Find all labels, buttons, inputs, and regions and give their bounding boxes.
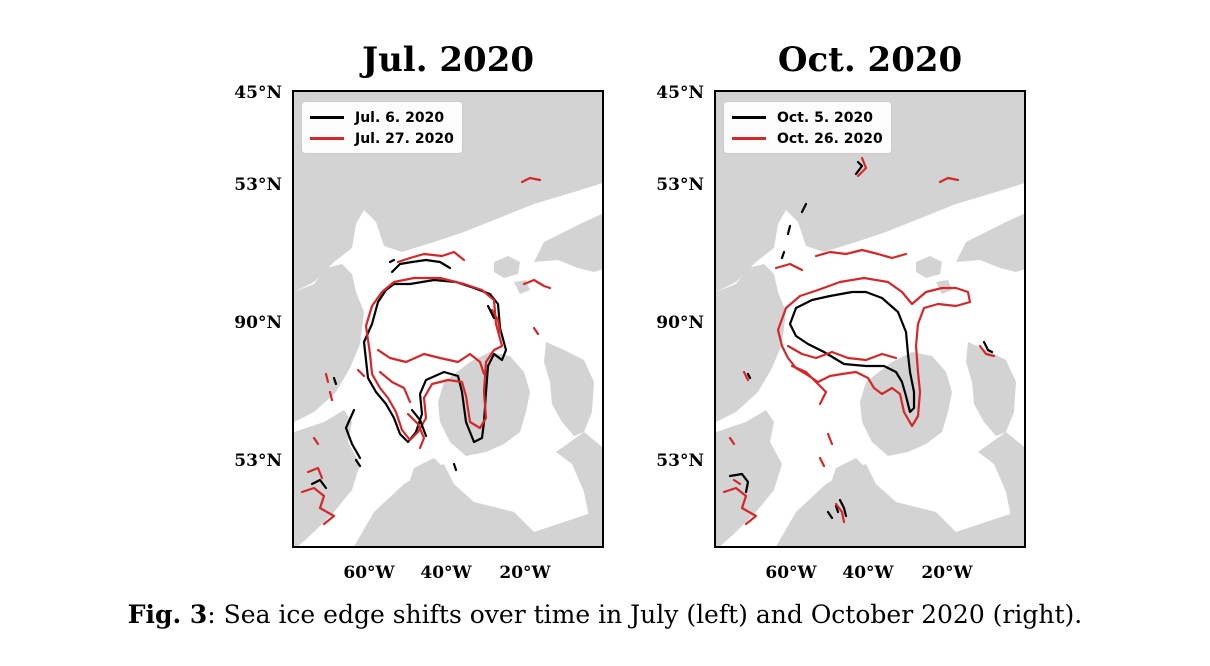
legend-item: Oct. 26. 2020 <box>732 128 883 149</box>
legend-label: Oct. 5. 2020 <box>777 109 873 126</box>
caption-text: : Sea ice edge shifts over time in July … <box>207 600 1083 629</box>
legend-swatch-early <box>310 116 344 119</box>
figure-label: Fig. 3 <box>127 600 208 629</box>
panel-title: Oct. 2020 <box>777 40 963 80</box>
legend-swatch-late <box>732 137 766 140</box>
legend-item: Jul. 27. 2020 <box>310 128 454 149</box>
land-mass <box>716 92 1024 546</box>
ice-edge-late <box>776 276 972 428</box>
lon-label: 60°W <box>343 563 395 583</box>
lon-label: 40°W <box>420 563 472 583</box>
lat-label: 53°N <box>234 451 282 471</box>
panel-october: Oct. 2020 45°N 53°N 90°N 53°N <box>422 0 1026 600</box>
legend-label: Oct. 26. 2020 <box>777 130 883 147</box>
ice-edge-late <box>364 276 504 442</box>
lon-label: 40°W <box>842 563 894 583</box>
lat-label: 53°N <box>234 175 282 195</box>
ice-edge-early <box>788 290 916 414</box>
lat-label: 45°N <box>656 83 704 103</box>
lon-label: 20°W <box>499 563 551 583</box>
legend-label: Jul. 27. 2020 <box>355 130 454 147</box>
panel-july: Jul. 2020 45°N 53°N 90°N 53°N <box>0 0 604 600</box>
lon-label: 60°W <box>765 563 817 583</box>
lat-label: 53°N <box>656 451 704 471</box>
lat-label: 53°N <box>656 175 704 195</box>
lat-label: 45°N <box>234 83 282 103</box>
map-legend: Jul. 6. 2020 Jul. 27. 2020 <box>301 101 463 154</box>
legend-label: Jul. 6. 2020 <box>355 109 445 126</box>
figure-caption: Fig. 3: Sea ice edge shifts over time in… <box>0 600 1210 629</box>
panel-title: Jul. 2020 <box>361 40 535 80</box>
legend-item: Oct. 5. 2020 <box>732 107 883 128</box>
lon-label: 20°W <box>921 563 973 583</box>
arctic-map-october: Oct. 5. 2020 Oct. 26. 2020 <box>714 90 1026 548</box>
lat-label: 90°N <box>656 313 704 333</box>
legend-swatch-early <box>732 116 766 119</box>
lat-label: 90°N <box>234 313 282 333</box>
arctic-map-july: Jul. 6. 2020 Jul. 27. 2020 <box>292 90 604 548</box>
map-canvas <box>716 92 1024 546</box>
map-legend: Oct. 5. 2020 Oct. 26. 2020 <box>723 101 892 154</box>
legend-swatch-late <box>310 137 344 140</box>
legend-item: Jul. 6. 2020 <box>310 107 454 128</box>
